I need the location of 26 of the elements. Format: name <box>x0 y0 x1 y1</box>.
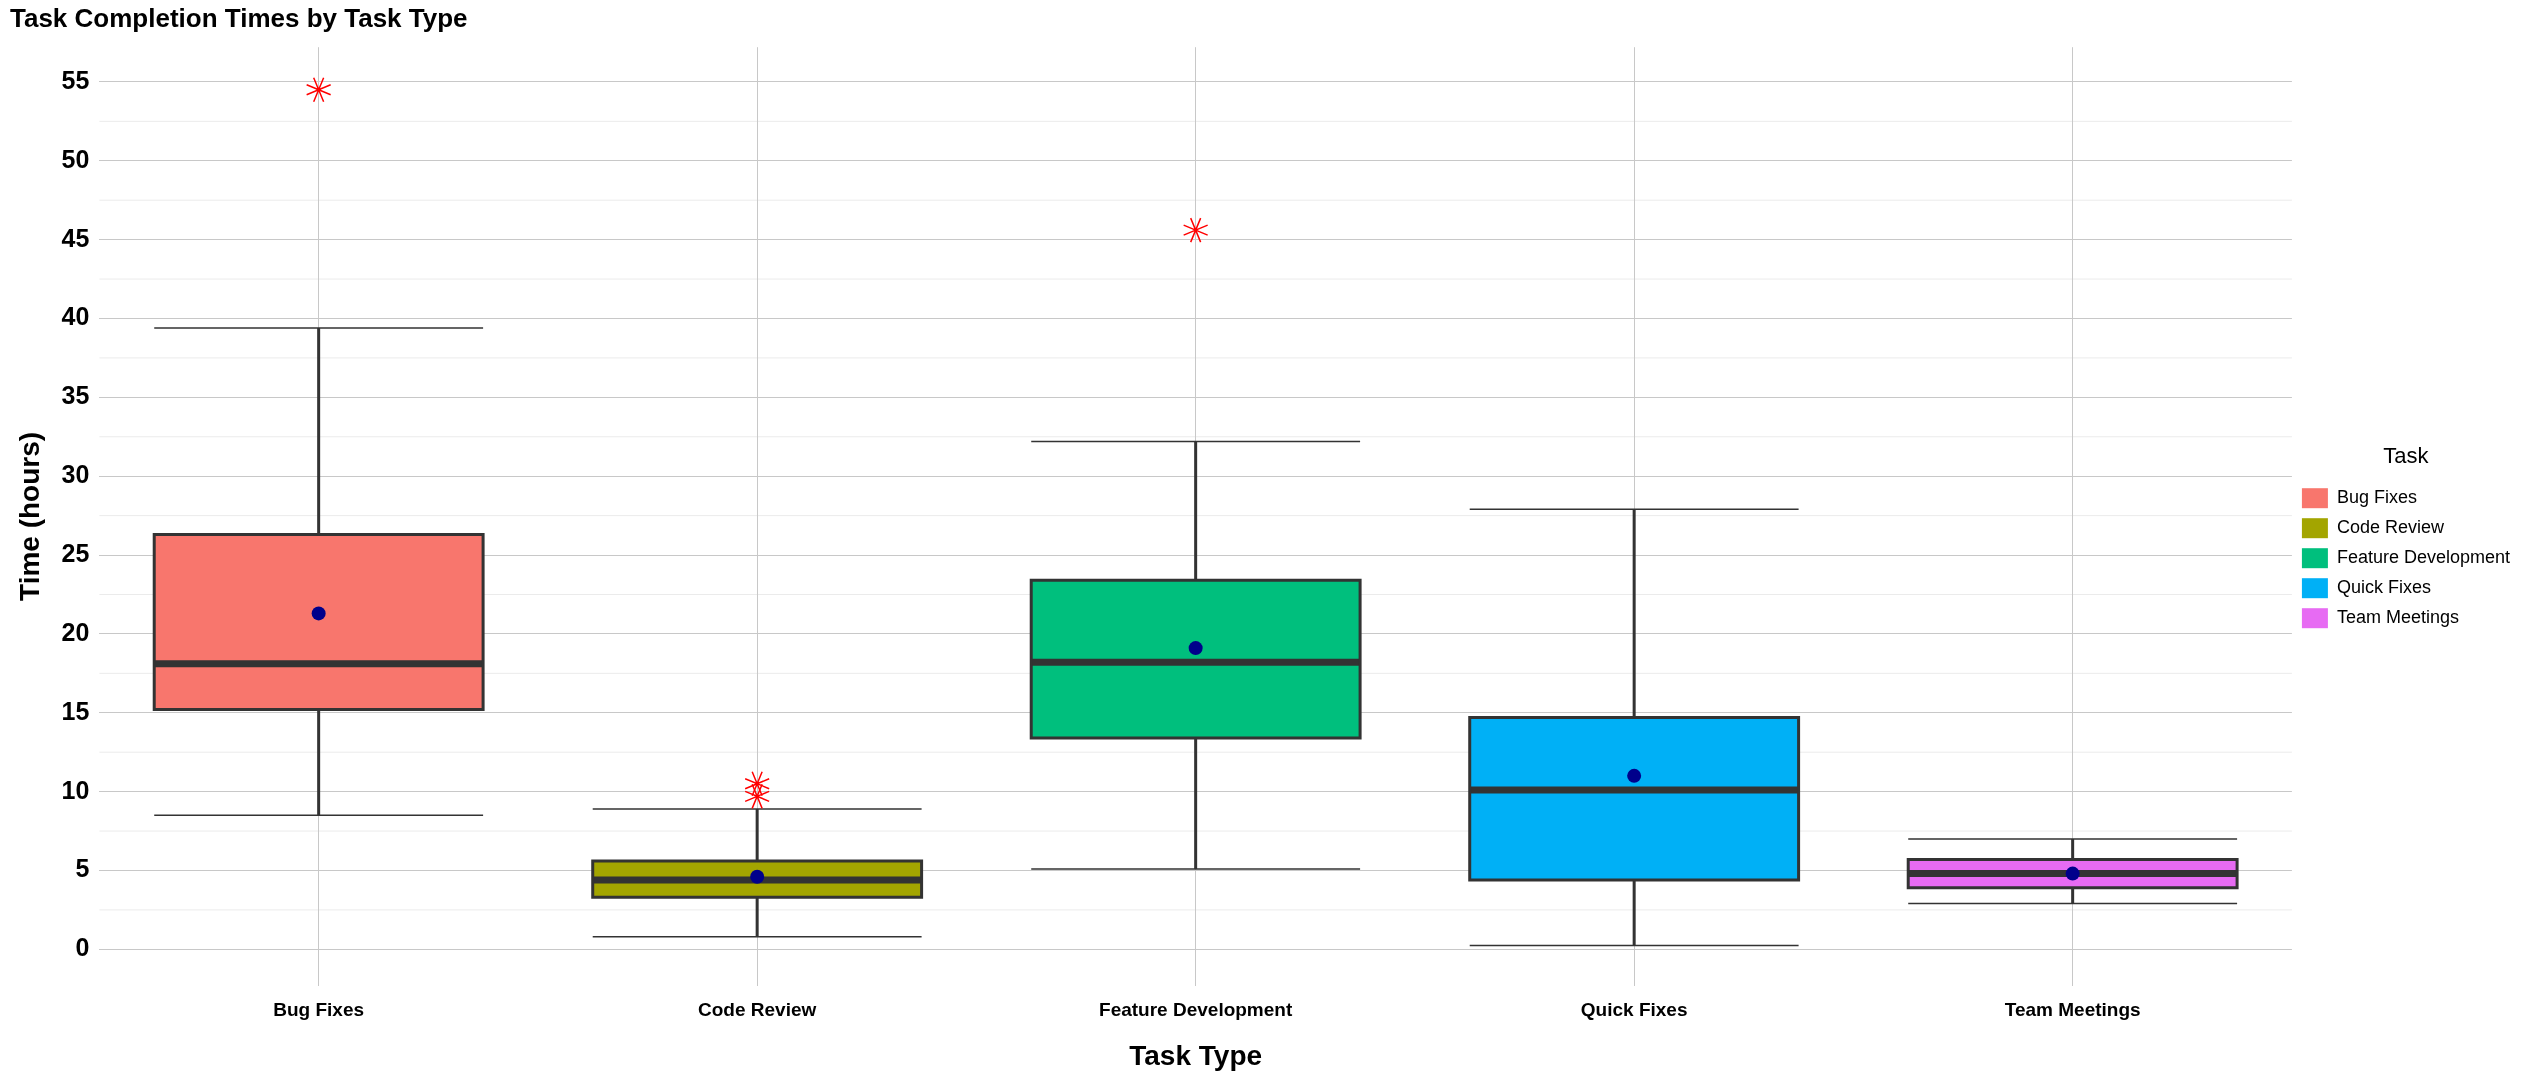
y-tick-label: 55 <box>61 65 90 94</box>
chart-title: Task Completion Times by Task Type <box>10 2 468 33</box>
legend-title: Task <box>2383 442 2430 468</box>
y-tick-label: 35 <box>61 381 90 410</box>
y-tick-label: 5 <box>75 854 90 883</box>
legend-label: Bug Fixes <box>2336 487 2417 508</box>
y-axis-title: Time (hours) <box>13 431 45 601</box>
y-tick-label: 15 <box>61 696 90 725</box>
x-tick-label: Code Review <box>698 999 817 1021</box>
legend-label: Code Review <box>2336 517 2445 538</box>
legend-label: Team Meetings <box>2336 607 2459 628</box>
y-tick-label: 30 <box>61 460 90 489</box>
x-tick-label: Feature Development <box>1099 999 1293 1021</box>
x-tick-label: Team Meetings <box>2004 999 2141 1021</box>
y-tick-label: 25 <box>61 538 90 567</box>
x-axis-title: Task Type <box>1129 1039 1263 1071</box>
y-tick-label: 0 <box>75 933 90 962</box>
x-tick-label: Quick Fixes <box>1580 999 1688 1021</box>
y-tick-label: 20 <box>61 617 90 646</box>
y-tick-label: 50 <box>61 144 90 173</box>
y-tick-label: 45 <box>61 223 90 252</box>
y-tick-label: 10 <box>61 775 90 804</box>
y-tick-label: 40 <box>61 302 90 331</box>
legend-label: Quick Fixes <box>2336 577 2431 598</box>
x-tick-label: Bug Fixes <box>273 999 365 1021</box>
legend-label: Feature Development <box>2336 547 2510 568</box>
